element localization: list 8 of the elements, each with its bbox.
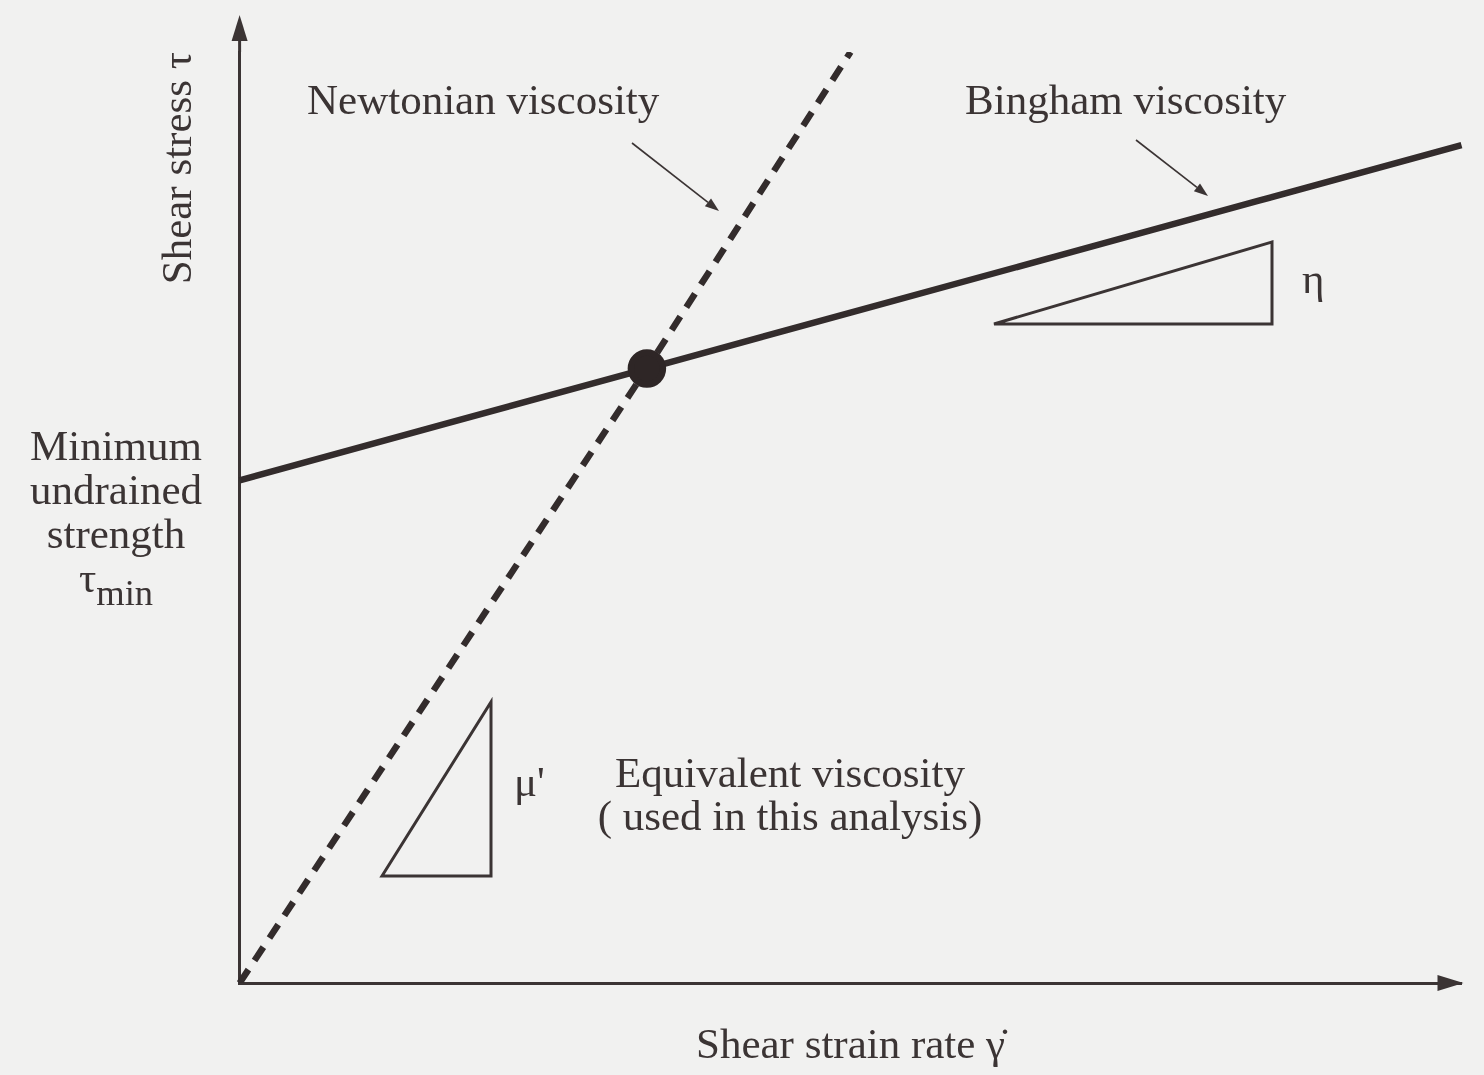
annotation: η xyxy=(1302,255,1325,302)
series-label: Bingham viscosity xyxy=(965,76,1287,123)
text: Minimum undrained strength τ$_{min}$ xyxy=(29,422,203,613)
annotation: μ' xyxy=(514,758,545,805)
annotation: Equivalent viscosity ( used in this analysis) xyxy=(596,749,984,839)
x-axis-title: Shear strain rate γ̇ xyxy=(695,1020,1009,1068)
y-axis-title: Shear stress τ xyxy=(153,52,201,285)
text: Newtonian viscosity xyxy=(307,76,660,123)
